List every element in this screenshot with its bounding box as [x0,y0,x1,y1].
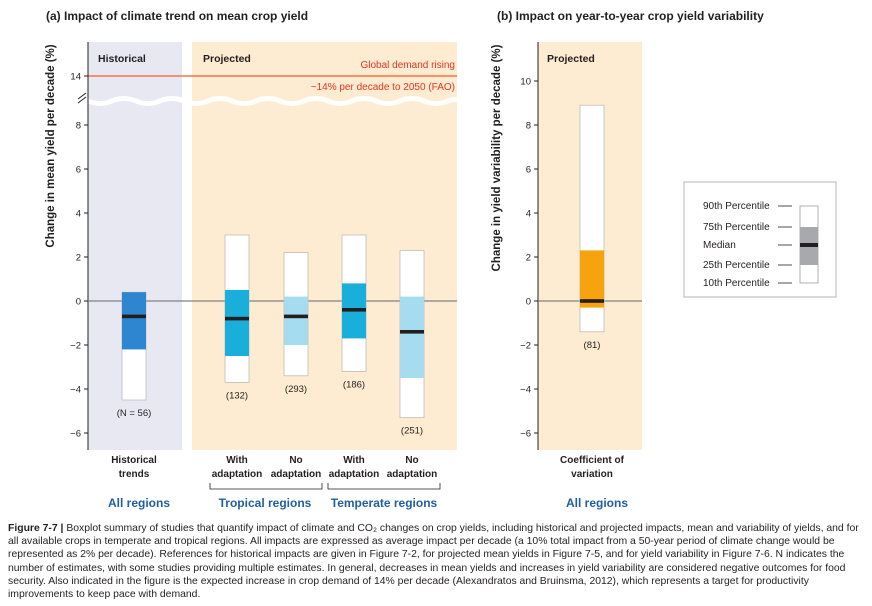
y-a-tick-label: −6 [70,429,81,440]
y-b-tick-label: −2 [520,341,531,352]
y-a-tick-label: 6 [76,165,81,176]
legend-label-p90: 90th Percentile [703,201,770,212]
figure-caption: Figure 7-7 | Boxplot summary of studies … [8,522,864,601]
group-label-all-regions-a: All regions [108,496,170,510]
a-category-label-line1: Historical [111,455,157,466]
y-a-tick-label: 2 [76,253,81,264]
y-a-tick-label: 14 [70,72,81,83]
temperate-bracket [327,483,441,490]
n-label: (132) [226,390,248,401]
a-box-3: (186) [341,234,367,390]
projected-panel-label-a: Projected [203,53,251,65]
y-axis-label-b: Change in yield variability per decade (… [491,44,503,271]
group-label-all-regions-b: All regions [566,496,628,510]
y-b-tick-label: −4 [520,385,531,396]
projected-panel-label-b: Projected [547,53,595,65]
legend-label-p75: 75th Percentile [703,222,770,233]
legend-median-bar [800,243,818,247]
n-label: (293) [285,384,307,395]
n-label: (N = 56) [117,408,152,419]
legend: 90th Percentile 75th Percentile Median 2… [683,181,837,298]
demand-label-line2: ~14% per decade to 2050 (FAO) [311,82,455,93]
a-category-label-line2: adaptation [212,469,263,480]
a-category-label-line1: With [226,455,248,466]
a-box-0: (N = 56) [117,291,152,419]
y-b-tick-label: −6 [520,429,531,440]
a-category-label-line2: adaptation [387,469,438,480]
a-category-label-line1: No [405,455,418,466]
a-box-4: (251) [399,250,425,437]
a-box-1: (132) [224,234,250,401]
a-category-label-line1: No [289,455,302,466]
demand-label-line1: Global demand rising [361,60,456,71]
median-bar [225,316,249,321]
b-category-label-line1: Coefficient of [560,455,625,466]
group-label-temperate: Temperate regions [331,496,438,510]
median-bar [284,314,308,319]
n-label: (251) [401,426,423,437]
median-bar [580,299,604,303]
iqr-box [122,292,146,350]
iqr-box [580,250,604,308]
b-category-label-line2: variation [571,469,613,480]
y-a-tick-label: −4 [70,385,81,396]
a-category-label-line2: adaptation [329,469,380,480]
axis-break-tick [77,92,87,104]
a-category-label-line2: adaptation [271,469,322,480]
y-b-tick-label: 2 [526,253,531,264]
a-box-2: (293) [283,252,309,395]
y-a-tick-label: 0 [76,297,81,308]
n-label: (186) [343,379,365,390]
legend-label-median: Median [703,240,736,251]
legend-label-p25: 25th Percentile [703,260,770,271]
iqr-box [225,290,249,356]
panel-a-title: (a) Impact of climate trend on mean crop… [46,9,308,23]
median-bar [342,308,366,312]
historical-panel-label: Historical [98,53,146,65]
median-bar [122,314,146,319]
group-label-tropical: Tropical regions [219,496,312,510]
iqr-box [284,296,308,345]
caption-label: Figure 7-7 | [8,523,64,534]
legend-label-p10: 10th Percentile [703,278,770,289]
a-category-label-line2: trends [119,469,150,480]
y-b-tick-label: 0 [526,297,531,308]
y-a-tick-label: −2 [70,341,81,352]
y-b-tick-label: 8 [526,121,531,132]
median-bar [400,330,424,334]
n-label: (81) [584,340,601,351]
axis-break-wave [78,96,458,106]
y-a-tick-label: 8 [76,121,81,132]
figure-7-7: (a) Impact of climate trend on mean crop… [45,9,837,510]
b-box-0: (81) [579,104,605,351]
y-b-tick-label: 6 [526,165,531,176]
y-b-tick-label: 4 [526,209,531,220]
iqr-box [400,296,424,378]
caption-text: Boxplot summary of studies that quantify… [8,523,859,601]
y-a-tick-label: 4 [76,209,81,220]
y-axis-label-a: Change in mean yield per decade (%) [45,44,57,247]
a-category-label-line1: With [343,455,365,466]
tropical-bracket [209,483,323,490]
panel-b-title: (b) Impact on year-to-year crop yield va… [497,9,764,23]
y-b-tick-label: 10 [520,77,531,88]
